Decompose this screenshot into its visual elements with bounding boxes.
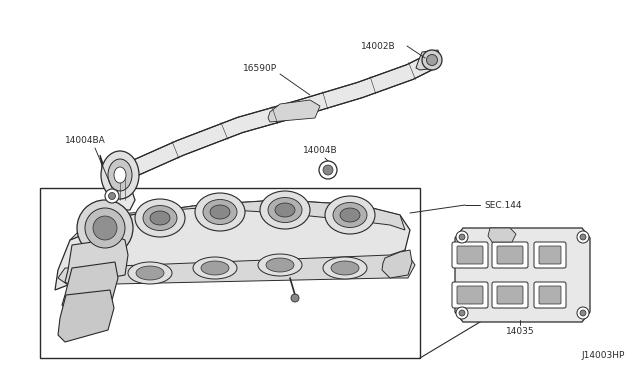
Text: 14004B: 14004B: [303, 145, 337, 154]
Polygon shape: [488, 228, 516, 242]
Polygon shape: [58, 290, 114, 342]
Text: J14003HP: J14003HP: [582, 351, 625, 360]
Ellipse shape: [260, 191, 310, 229]
Ellipse shape: [195, 193, 245, 231]
FancyBboxPatch shape: [497, 246, 523, 264]
Ellipse shape: [101, 151, 139, 199]
Ellipse shape: [268, 198, 302, 222]
Ellipse shape: [325, 196, 375, 234]
Text: 14002B: 14002B: [361, 42, 396, 51]
Circle shape: [109, 192, 115, 199]
Text: 14035: 14035: [506, 327, 534, 337]
Circle shape: [459, 310, 465, 316]
Ellipse shape: [108, 159, 132, 191]
Text: 16590P: 16590P: [243, 64, 277, 73]
Circle shape: [456, 307, 468, 319]
Ellipse shape: [114, 167, 126, 183]
Ellipse shape: [203, 199, 237, 224]
Ellipse shape: [150, 211, 170, 225]
FancyBboxPatch shape: [452, 242, 488, 268]
Polygon shape: [70, 200, 405, 240]
Polygon shape: [416, 50, 440, 70]
FancyBboxPatch shape: [492, 242, 528, 268]
Ellipse shape: [331, 261, 359, 275]
Circle shape: [577, 307, 589, 319]
FancyBboxPatch shape: [534, 242, 566, 268]
Ellipse shape: [143, 205, 177, 231]
FancyBboxPatch shape: [452, 282, 488, 308]
Ellipse shape: [136, 266, 164, 280]
Ellipse shape: [258, 254, 302, 276]
Ellipse shape: [201, 261, 229, 275]
Ellipse shape: [275, 203, 295, 217]
Bar: [40, 188, 420, 358]
Polygon shape: [65, 238, 128, 285]
Circle shape: [456, 231, 468, 243]
Polygon shape: [55, 200, 410, 290]
Polygon shape: [455, 228, 590, 322]
FancyBboxPatch shape: [457, 286, 483, 304]
Ellipse shape: [128, 262, 172, 284]
Circle shape: [577, 231, 589, 243]
FancyBboxPatch shape: [534, 282, 566, 308]
Circle shape: [105, 189, 119, 203]
Text: 14004BA: 14004BA: [65, 135, 106, 144]
Polygon shape: [382, 250, 412, 278]
Polygon shape: [268, 100, 320, 122]
Polygon shape: [100, 155, 135, 210]
Polygon shape: [62, 262, 118, 310]
Ellipse shape: [210, 205, 230, 219]
Circle shape: [426, 55, 438, 65]
Ellipse shape: [323, 257, 367, 279]
Circle shape: [580, 234, 586, 240]
Circle shape: [93, 216, 117, 240]
FancyBboxPatch shape: [539, 286, 561, 304]
Circle shape: [85, 208, 125, 248]
FancyBboxPatch shape: [492, 282, 528, 308]
Ellipse shape: [333, 202, 367, 228]
Ellipse shape: [193, 257, 237, 279]
Circle shape: [580, 310, 586, 316]
Circle shape: [422, 50, 442, 70]
Circle shape: [319, 161, 337, 179]
Circle shape: [77, 200, 133, 256]
Ellipse shape: [135, 199, 185, 237]
FancyBboxPatch shape: [539, 246, 561, 264]
Circle shape: [323, 165, 333, 175]
Polygon shape: [58, 250, 415, 285]
Circle shape: [291, 294, 299, 302]
FancyBboxPatch shape: [497, 286, 523, 304]
Ellipse shape: [266, 258, 294, 272]
Text: SEC.144: SEC.144: [484, 201, 522, 209]
FancyBboxPatch shape: [457, 246, 483, 264]
Circle shape: [459, 234, 465, 240]
Ellipse shape: [340, 208, 360, 222]
Polygon shape: [132, 55, 433, 175]
